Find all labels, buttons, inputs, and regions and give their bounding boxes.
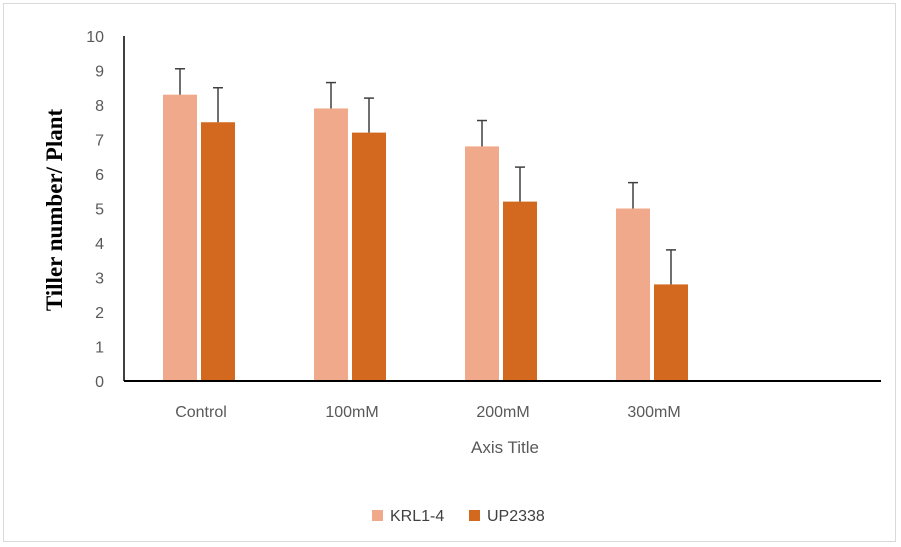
bar-krl1-4-100mm: [314, 108, 348, 381]
y-tick-label: 4: [95, 236, 104, 253]
y-tick-label: 0: [95, 374, 104, 391]
x-tick-label: 100mM: [325, 404, 378, 421]
x-tick-label: 200mM: [476, 404, 529, 421]
bar-krl1-4-300mm: [616, 208, 650, 381]
y-tick-label: 3: [95, 271, 104, 288]
chart-frame: [3, 3, 896, 542]
legend-label-krl1-4: KRL1-4: [390, 508, 444, 525]
legend-label-up2338: UP2338: [487, 508, 545, 525]
y-tick-label: 8: [95, 98, 104, 115]
x-tick-label: Control: [175, 404, 227, 421]
y-tick-label: 2: [95, 305, 104, 322]
y-tick-label: 7: [95, 133, 104, 150]
bar-up2338-200mm: [503, 201, 537, 381]
legend: KRL1-4 UP2338: [372, 508, 545, 525]
bar-up2338-control: [201, 122, 235, 381]
bar-krl1-4-200mm: [465, 146, 499, 381]
x-axis-ticks: Control 100mM 200mM 300mM: [175, 404, 680, 421]
y-tick-label: 6: [95, 167, 104, 184]
y-axis-title: Tiller number/ Plant: [42, 108, 67, 311]
x-tick-label: 300mM: [627, 404, 680, 421]
bar-krl1-4-control: [163, 94, 197, 382]
bars-layer: [163, 94, 688, 382]
error-bars-layer: [175, 68, 676, 285]
legend-swatch-krl1-4: [372, 510, 383, 521]
y-tick-label: 1: [95, 340, 104, 357]
legend-swatch-up2338: [469, 510, 480, 521]
y-tick-label: 9: [95, 64, 104, 81]
y-axis-ticks: 0 1 2 3 4 5 6 7 8 9 10: [86, 29, 104, 391]
y-tick-label: 5: [95, 202, 104, 219]
y-tick-label: 10: [86, 29, 104, 46]
x-axis-title: Axis Title: [471, 438, 539, 457]
bar-up2338-300mm: [654, 284, 688, 381]
bar-up2338-100mm: [352, 132, 386, 381]
